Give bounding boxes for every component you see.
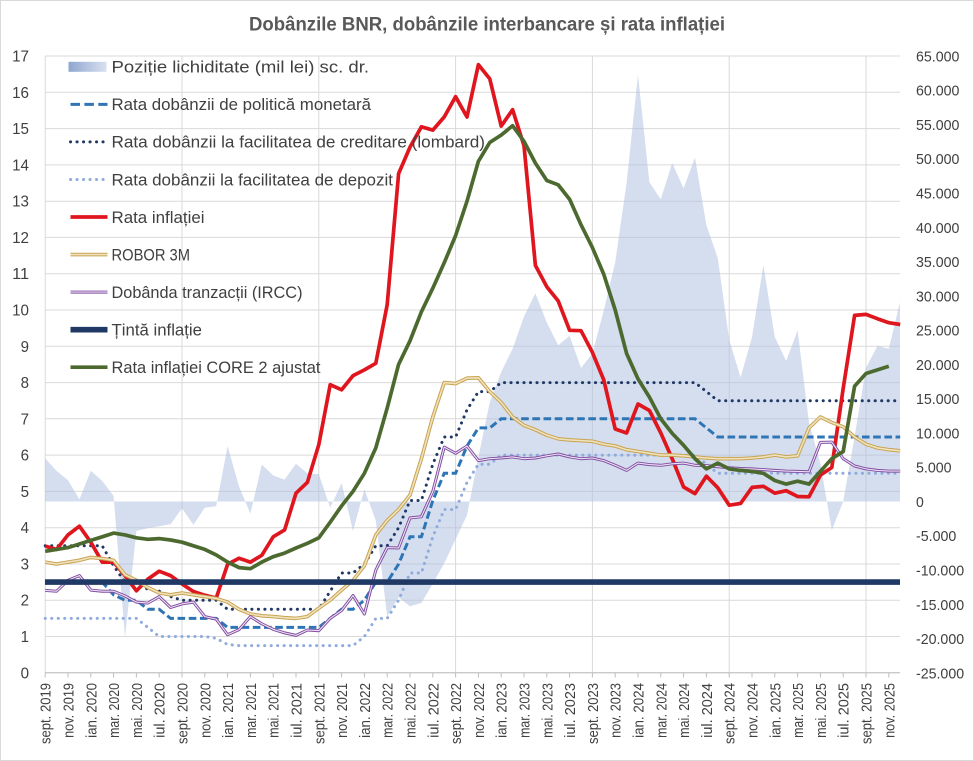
svg-text:35.000: 35.000 (916, 254, 959, 271)
svg-text:nov. 2025: nov. 2025 (882, 683, 898, 738)
svg-text:40.000: 40.000 (916, 220, 959, 237)
svg-text:sept. 2020: sept. 2020 (176, 683, 192, 744)
svg-text:mar. 2023: mar. 2023 (518, 683, 534, 738)
svg-text:mai. 2020: mai. 2020 (130, 683, 146, 738)
svg-text:mai. 2021: mai. 2021 (267, 683, 283, 738)
svg-text:mai. 2025: mai. 2025 (814, 683, 830, 738)
svg-text:Țintă inflație: Țintă inflație (112, 320, 203, 339)
svg-text:mai. 2024: mai. 2024 (677, 683, 693, 738)
svg-text:iul. 2024: iul. 2024 (700, 683, 716, 738)
svg-text:mai. 2023: mai. 2023 (540, 683, 556, 738)
svg-text:0: 0 (916, 494, 924, 511)
svg-text:65.000: 65.000 (916, 48, 959, 65)
svg-text:16: 16 (12, 85, 29, 102)
svg-text:Dobânda tranzacții (IRCC): Dobânda tranzacții (IRCC) (112, 283, 303, 302)
svg-text:2: 2 (21, 593, 29, 610)
svg-text:45.000: 45.000 (916, 186, 959, 203)
svg-text:5: 5 (21, 484, 29, 501)
svg-text:Rata dobânzii de politică mone: Rata dobânzii de politică monetară (112, 95, 372, 114)
svg-text:sept. 2019: sept. 2019 (39, 683, 55, 744)
svg-text:Rata inflației: Rata inflației (112, 208, 205, 227)
svg-text:-10.000: -10.000 (916, 563, 964, 580)
svg-text:mar. 2024: mar. 2024 (654, 683, 670, 738)
svg-text:3: 3 (21, 557, 29, 574)
svg-text:ian. 2023: ian. 2023 (495, 683, 511, 738)
svg-text:nov. 2021: nov. 2021 (335, 683, 351, 738)
svg-text:-5.000: -5.000 (916, 528, 956, 545)
svg-text:iul. 2025: iul. 2025 (837, 683, 853, 738)
svg-text:iul. 2023: iul. 2023 (563, 683, 579, 738)
svg-text:14: 14 (12, 157, 29, 174)
svg-text:Rata dobânzii la facilitatea d: Rata dobânzii la facilitatea de depozit (112, 170, 394, 189)
svg-text:nov. 2024: nov. 2024 (746, 683, 762, 738)
svg-text:ian. 2020: ian. 2020 (84, 683, 100, 738)
svg-text:Rata dobânzii la facilitatea d: Rata dobânzii la facilitatea de creditar… (112, 133, 486, 152)
svg-text:sept. 2022: sept. 2022 (449, 683, 465, 744)
svg-text:17: 17 (12, 49, 29, 66)
svg-text:30.000: 30.000 (916, 288, 959, 305)
svg-text:12: 12 (12, 230, 29, 247)
svg-text:sept. 2023: sept. 2023 (586, 683, 602, 744)
svg-text:-20.000: -20.000 (916, 631, 964, 648)
svg-text:25.000: 25.000 (916, 323, 959, 340)
svg-text:nov. 2020: nov. 2020 (198, 683, 214, 738)
svg-text:10: 10 (12, 303, 29, 320)
svg-text:60.000: 60.000 (916, 83, 959, 100)
svg-text:iul. 2021: iul. 2021 (290, 683, 306, 738)
svg-text:6: 6 (21, 448, 29, 465)
svg-text:nov. 2019: nov. 2019 (62, 683, 78, 738)
svg-text:7: 7 (21, 411, 29, 428)
svg-text:15: 15 (12, 121, 29, 138)
svg-text:ian. 2022: ian. 2022 (358, 683, 374, 738)
svg-text:sept. 2021: sept. 2021 (312, 683, 328, 744)
svg-text:ian. 2021: ian. 2021 (221, 683, 237, 738)
svg-text:13: 13 (12, 194, 29, 211)
svg-text:mar. 2021: mar. 2021 (244, 683, 260, 738)
svg-text:iul. 2022: iul. 2022 (426, 683, 442, 738)
svg-text:20.000: 20.000 (916, 357, 959, 374)
svg-text:5.000: 5.000 (916, 460, 952, 477)
svg-text:4: 4 (21, 520, 30, 537)
svg-text:ian. 2024: ian. 2024 (632, 683, 648, 738)
svg-text:15.000: 15.000 (916, 391, 959, 408)
svg-text:mar. 2025: mar. 2025 (791, 683, 807, 738)
svg-text:9: 9 (21, 339, 29, 356)
svg-text:Rata inflației CORE 2 ajustat: Rata inflației CORE 2 ajustat (112, 358, 321, 377)
svg-text:50.000: 50.000 (916, 151, 959, 168)
svg-text:mar. 2020: mar. 2020 (107, 683, 123, 738)
svg-text:Poziție lichiditate (mil lei): Poziție lichiditate (mil lei) sc. dr. (112, 58, 370, 77)
svg-text:ROBOR 3M: ROBOR 3M (112, 245, 191, 264)
svg-text:sept. 2024: sept. 2024 (723, 683, 739, 744)
svg-text:8: 8 (21, 375, 29, 392)
svg-text:0: 0 (21, 665, 30, 682)
svg-text:mar. 2022: mar. 2022 (381, 683, 397, 738)
svg-text:iul. 2020: iul. 2020 (153, 683, 169, 738)
svg-text:nov. 2022: nov. 2022 (472, 683, 488, 738)
svg-text:mai. 2022: mai. 2022 (404, 683, 420, 738)
svg-text:10.000: 10.000 (916, 425, 959, 442)
svg-text:sept. 2025: sept. 2025 (860, 683, 876, 744)
svg-text:11: 11 (12, 266, 29, 283)
svg-text:ian. 2025: ian. 2025 (768, 683, 784, 738)
svg-text:1: 1 (21, 629, 29, 646)
svg-text:nov. 2023: nov. 2023 (609, 683, 625, 738)
svg-text:55.000: 55.000 (916, 117, 959, 134)
svg-text:-25.000: -25.000 (916, 665, 964, 682)
svg-text:Dobânzile BNR, dobânzile inter: Dobânzile BNR, dobânzile interbancare și… (249, 14, 725, 36)
svg-text:-15.000: -15.000 (916, 597, 964, 614)
